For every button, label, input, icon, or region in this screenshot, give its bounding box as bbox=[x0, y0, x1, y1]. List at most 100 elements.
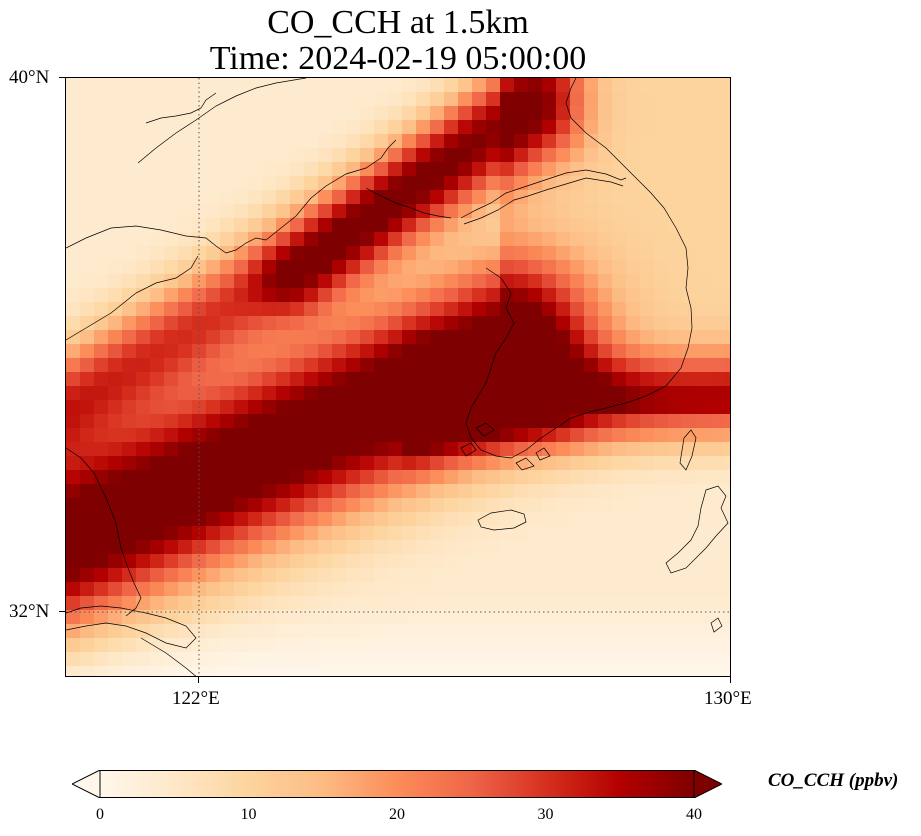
field-cell bbox=[262, 260, 277, 275]
field-cell bbox=[724, 78, 730, 93]
field-cell bbox=[668, 540, 683, 555]
field-cell bbox=[696, 92, 711, 107]
field-cell bbox=[724, 106, 730, 121]
field-cell bbox=[290, 610, 305, 625]
field-cell bbox=[430, 386, 445, 401]
field-cell bbox=[724, 414, 730, 429]
field-cell bbox=[290, 372, 305, 387]
field-cell bbox=[444, 302, 459, 317]
field-cell bbox=[598, 456, 613, 471]
field-cell bbox=[360, 246, 375, 261]
field-cell bbox=[724, 302, 730, 317]
field-cell bbox=[80, 442, 95, 457]
field-cell bbox=[150, 414, 165, 429]
field-cell bbox=[458, 176, 473, 191]
field-cell bbox=[528, 358, 543, 373]
field-cell bbox=[416, 512, 431, 527]
gridlines bbox=[66, 78, 730, 676]
field-cell bbox=[80, 148, 95, 163]
field-cell bbox=[234, 106, 249, 121]
field-cell bbox=[402, 106, 417, 121]
field-cell bbox=[528, 260, 543, 275]
field-cell bbox=[654, 274, 669, 289]
field-cell bbox=[206, 162, 221, 177]
field-cell bbox=[304, 652, 319, 667]
field-cell bbox=[262, 106, 277, 121]
field-cell bbox=[290, 218, 305, 233]
field-cell bbox=[556, 260, 571, 275]
field-cell bbox=[696, 232, 711, 247]
field-cell bbox=[710, 120, 725, 135]
field-cell bbox=[206, 568, 221, 583]
field-cell bbox=[696, 344, 711, 359]
field-cell bbox=[696, 484, 711, 499]
field-cell bbox=[612, 162, 627, 177]
field-cell bbox=[248, 568, 263, 583]
field-cell bbox=[234, 414, 249, 429]
field-cell bbox=[234, 232, 249, 247]
field-cell bbox=[612, 456, 627, 471]
field-cell bbox=[318, 400, 333, 415]
field-cell bbox=[346, 484, 361, 499]
field-cell bbox=[164, 526, 179, 541]
field-cell bbox=[220, 106, 235, 121]
field-cell bbox=[430, 190, 445, 205]
field-cell bbox=[234, 316, 249, 331]
field-cell bbox=[486, 386, 501, 401]
lon-tick-130e bbox=[730, 677, 731, 683]
field-cell bbox=[94, 610, 109, 625]
field-cell bbox=[304, 666, 319, 676]
field-cell bbox=[556, 666, 571, 676]
field-cell bbox=[360, 442, 375, 457]
field-cell bbox=[150, 638, 165, 653]
field-cell bbox=[514, 316, 529, 331]
field-cell bbox=[178, 582, 193, 597]
field-cell bbox=[542, 302, 557, 317]
field-cell bbox=[150, 372, 165, 387]
field-cell bbox=[262, 218, 277, 233]
field-cell bbox=[206, 176, 221, 191]
field-cell bbox=[528, 610, 543, 625]
field-cell bbox=[626, 596, 641, 611]
field-cell bbox=[122, 106, 137, 121]
field-cell bbox=[248, 148, 263, 163]
field-cell bbox=[598, 190, 613, 205]
field-cell bbox=[668, 246, 683, 261]
field-cell bbox=[94, 540, 109, 555]
field-cell bbox=[696, 274, 711, 289]
field-cell bbox=[430, 540, 445, 555]
field-cell bbox=[234, 162, 249, 177]
field-cell bbox=[444, 442, 459, 457]
field-cell bbox=[332, 470, 347, 485]
field-cell bbox=[472, 568, 487, 583]
field-cell bbox=[724, 666, 730, 676]
field-cell bbox=[626, 120, 641, 135]
field-cell bbox=[374, 302, 389, 317]
field-cell bbox=[500, 484, 515, 499]
field-cell bbox=[388, 666, 403, 676]
field-cell bbox=[402, 232, 417, 247]
field-cell bbox=[346, 414, 361, 429]
field-cell bbox=[598, 568, 613, 583]
field-cell bbox=[402, 176, 417, 191]
field-cell bbox=[486, 442, 501, 457]
field-cell bbox=[206, 442, 221, 457]
field-cell bbox=[374, 78, 389, 93]
field-cell bbox=[626, 498, 641, 513]
field-cell bbox=[710, 218, 725, 233]
field-cell bbox=[248, 638, 263, 653]
field-cell bbox=[66, 288, 81, 303]
field-cell bbox=[556, 190, 571, 205]
field-cell bbox=[192, 106, 207, 121]
field-cell bbox=[220, 498, 235, 513]
field-cell bbox=[94, 582, 109, 597]
field-cell bbox=[682, 358, 697, 373]
field-cell bbox=[416, 218, 431, 233]
field-cell bbox=[542, 232, 557, 247]
field-cell bbox=[570, 484, 585, 499]
field-cell bbox=[598, 652, 613, 667]
field-cell bbox=[276, 428, 291, 443]
field-cell bbox=[136, 470, 151, 485]
field-cell bbox=[612, 92, 627, 107]
field-cell bbox=[472, 274, 487, 289]
